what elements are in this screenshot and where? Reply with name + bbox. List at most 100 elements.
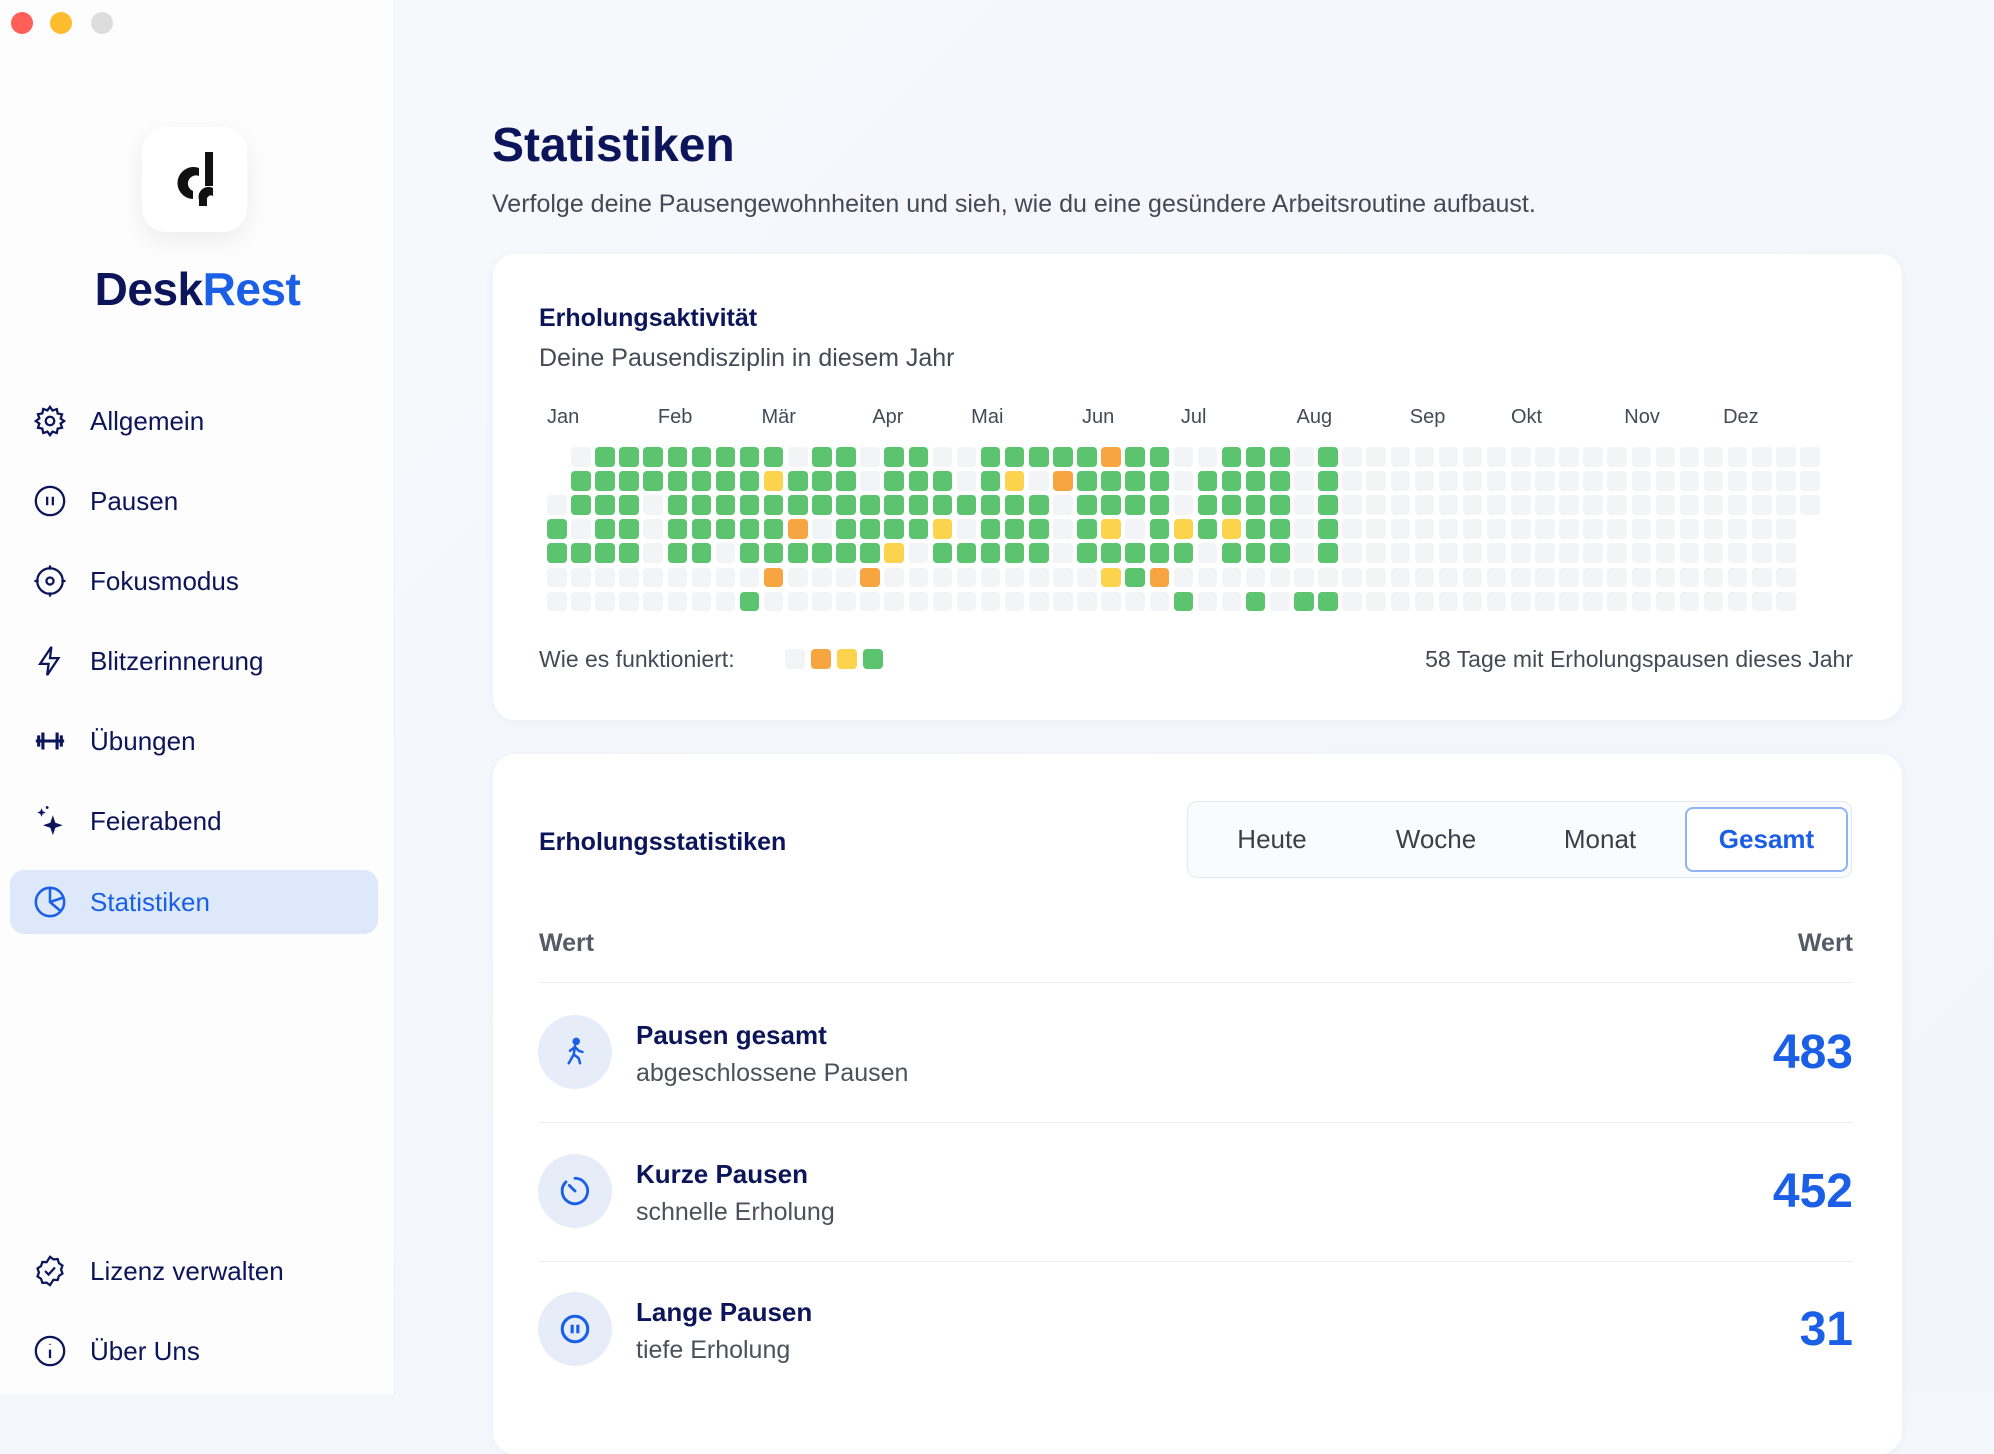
heatmap-cell bbox=[1294, 495, 1314, 515]
heatmap-cell bbox=[1752, 519, 1772, 539]
heatmap-cell bbox=[739, 471, 760, 491]
heatmap-cell bbox=[1125, 495, 1145, 515]
month-label: Mai bbox=[971, 406, 1004, 428]
heatmap-cell bbox=[1535, 591, 1555, 612]
tab-monat[interactable]: Monat bbox=[1563, 824, 1637, 854]
heatmap-cell bbox=[1438, 543, 1459, 563]
tab-gesamt[interactable]: Gesamt bbox=[1685, 807, 1848, 872]
heatmap-cell bbox=[932, 543, 953, 563]
heatmap-cell bbox=[667, 591, 687, 612]
heatmap-cell bbox=[1727, 495, 1748, 515]
heatmap-cell bbox=[908, 495, 928, 515]
heatmap-cell bbox=[1342, 447, 1362, 467]
heatmap-cell bbox=[1004, 447, 1025, 467]
heatmap-cell bbox=[1752, 471, 1772, 491]
heatmap-cell bbox=[1221, 567, 1242, 587]
heatmap-cell bbox=[1029, 447, 1049, 467]
sidebar-item-feierabend[interactable]: Feierabend bbox=[10, 789, 378, 853]
heatmap-cell bbox=[1679, 543, 1700, 563]
sidebar-item-pausen[interactable]: Pausen bbox=[10, 469, 378, 533]
heatmap-cell bbox=[1053, 567, 1073, 587]
sidebar-item-statistiken[interactable]: Statistiken bbox=[10, 870, 378, 934]
heatmap-cell bbox=[1655, 447, 1676, 467]
heatmap-cell bbox=[1414, 447, 1435, 467]
heatmap-cell bbox=[1004, 471, 1025, 491]
heatmap-cell bbox=[812, 471, 832, 491]
heatmap-cell bbox=[739, 447, 760, 467]
heatmap-cell bbox=[1221, 495, 1242, 515]
heatmap-cell bbox=[643, 471, 663, 491]
heatmap-cell bbox=[1294, 567, 1314, 587]
sidebar-item-label: Statistiken bbox=[90, 886, 210, 917]
tab-heute[interactable]: Heute bbox=[1237, 824, 1307, 854]
heatmap-cell bbox=[1149, 495, 1169, 515]
sidebar-item-allgemein[interactable]: Allgemein bbox=[10, 389, 378, 453]
sidebar-item-fokusmodus[interactable]: Fokusmodus bbox=[10, 549, 378, 613]
heatmap-cell bbox=[1679, 471, 1700, 491]
sidebar-item-lizenz-verwalten[interactable]: Lizenz verwalten bbox=[10, 1239, 378, 1303]
heatmap-cell bbox=[932, 591, 953, 612]
heatmap-cell bbox=[860, 591, 880, 612]
heatmap-cell bbox=[1245, 471, 1266, 491]
month-label: Nov bbox=[1624, 406, 1660, 428]
heatmap-cell bbox=[1125, 519, 1145, 539]
window-close-button[interactable] bbox=[11, 12, 33, 34]
heatmap-cell bbox=[1004, 591, 1025, 612]
heatmap-cell bbox=[643, 495, 663, 515]
legend-swatch bbox=[785, 649, 805, 669]
heatmap-cell bbox=[1029, 495, 1049, 515]
stat-row-title: Pausen gesamt bbox=[636, 1020, 827, 1050]
heatmap-cell bbox=[1535, 543, 1555, 563]
heatmap-cell bbox=[1511, 519, 1531, 539]
heatmap-cell bbox=[1053, 591, 1073, 612]
row-divider bbox=[539, 1261, 1853, 1262]
window-minimize-button[interactable] bbox=[50, 12, 72, 34]
heatmap-cell bbox=[1270, 591, 1290, 612]
month-label: Jun bbox=[1082, 406, 1115, 428]
heatmap-cell bbox=[1727, 447, 1748, 467]
stat-row-icon bbox=[538, 1154, 612, 1228]
heatmap-cell bbox=[1101, 447, 1121, 467]
heatmap-cell bbox=[1703, 471, 1724, 491]
heatmap-cell bbox=[788, 495, 808, 515]
heatmap-cell bbox=[739, 519, 760, 539]
sidebar-item-ueber-uns[interactable]: Über Uns bbox=[10, 1319, 378, 1383]
heatmap-cell bbox=[1511, 447, 1531, 467]
heatmap-cell bbox=[1270, 567, 1290, 587]
app-logo bbox=[142, 127, 247, 232]
heatmap-cell bbox=[932, 567, 953, 587]
heatmap-cell bbox=[691, 471, 712, 491]
heatmap-cell bbox=[643, 567, 663, 587]
heatmap-cell bbox=[1703, 567, 1724, 587]
heatmap-cell bbox=[1486, 495, 1507, 515]
sidebar-item-uebungen[interactable]: Übungen bbox=[10, 709, 378, 773]
stats-title: Erholungsstatistiken bbox=[539, 828, 787, 856]
heatmap-cell bbox=[715, 543, 736, 563]
sidebar-item-blitzerinnerung[interactable]: Blitzerinnerung bbox=[10, 629, 378, 693]
heatmap-cell bbox=[1318, 447, 1338, 467]
heatmap-cell bbox=[667, 471, 687, 491]
heatmap-cell bbox=[812, 495, 832, 515]
heatmap-cell bbox=[1535, 519, 1555, 539]
heatmap-cell bbox=[836, 519, 856, 539]
heatmap-cell bbox=[691, 519, 712, 539]
heatmap-cell bbox=[1029, 591, 1049, 612]
heatmap-cell bbox=[1727, 471, 1748, 491]
tab-woche[interactable]: Woche bbox=[1395, 824, 1477, 854]
sidebar-item-label: Allgemein bbox=[90, 405, 205, 436]
activity-title: Erholungsaktivität bbox=[539, 304, 758, 332]
heatmap-cell bbox=[1486, 447, 1507, 467]
heatmap-cell bbox=[884, 591, 904, 612]
heatmap-cell bbox=[1631, 519, 1651, 539]
dumbbell-icon bbox=[35, 732, 65, 750]
heatmap-cell bbox=[1752, 447, 1772, 467]
heatmap-cell bbox=[1414, 471, 1435, 491]
sidebar-item-label: Pausen bbox=[90, 485, 179, 516]
heatmap-cell bbox=[1318, 567, 1338, 587]
window-zoom-button[interactable] bbox=[91, 12, 113, 34]
heatmap-cell bbox=[1655, 543, 1676, 563]
heatmap-cell bbox=[860, 567, 880, 587]
stat-row-value: 452 bbox=[1772, 1165, 1853, 1218]
sidebar-item-label: Lizenz verwalten bbox=[90, 1255, 284, 1286]
heatmap-cell bbox=[1679, 567, 1700, 587]
